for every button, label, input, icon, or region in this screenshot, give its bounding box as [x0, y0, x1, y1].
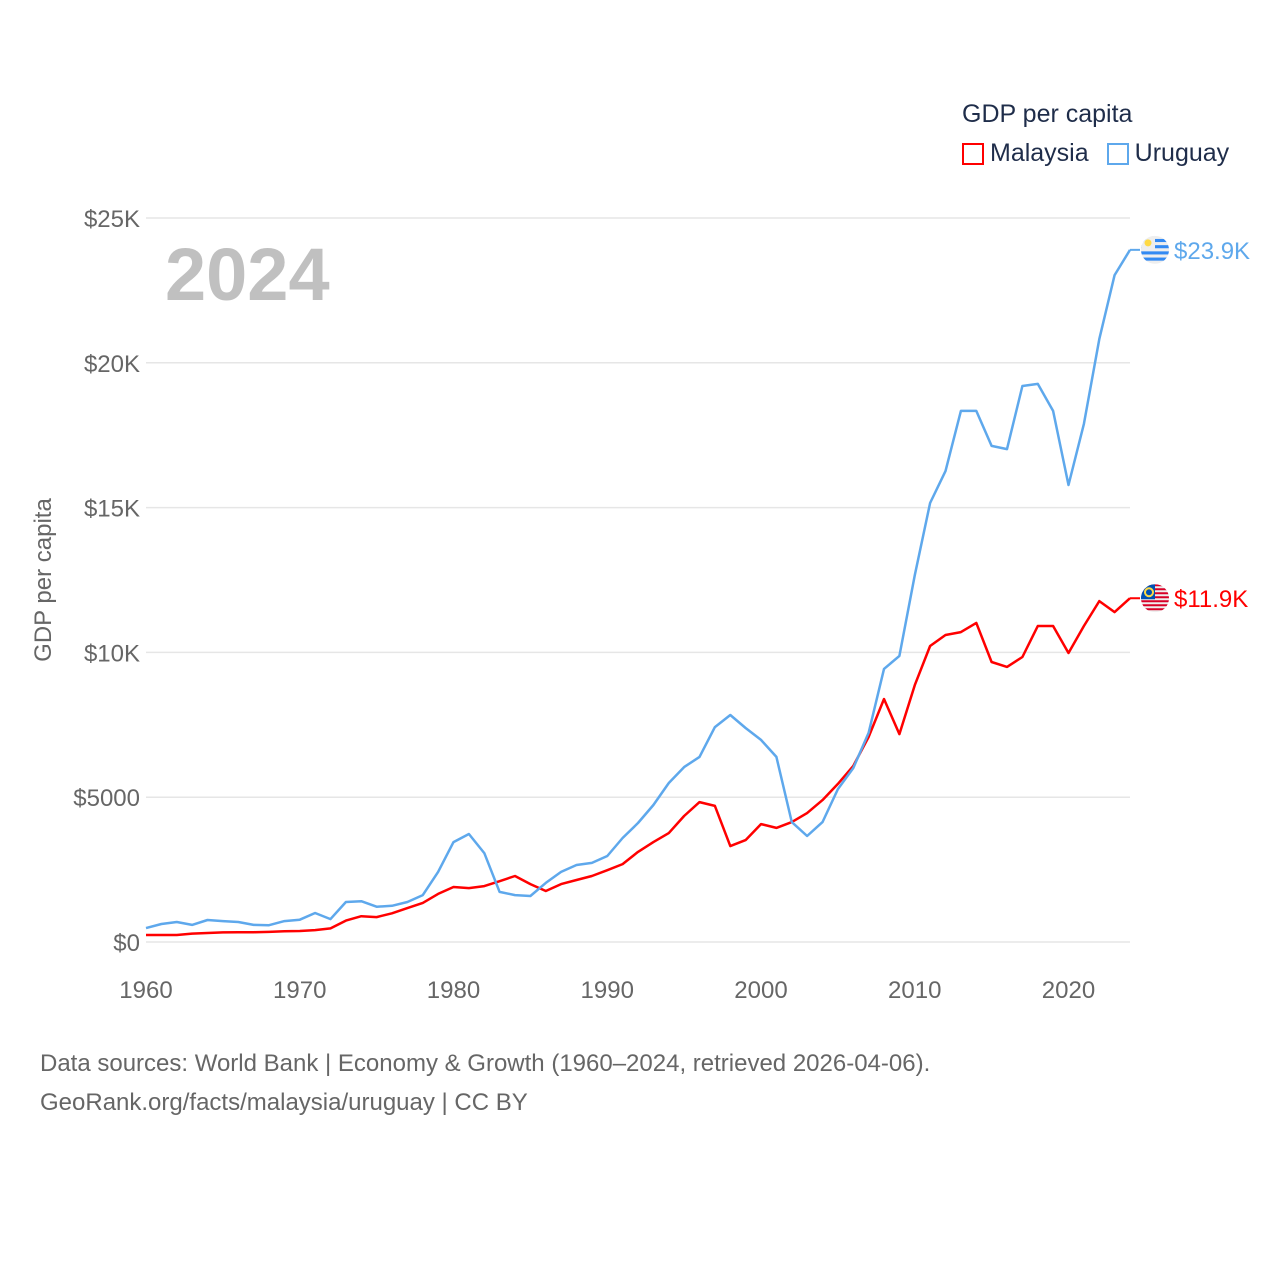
attribution-text: GeoRank.org/facts/malaysia/uruguay | CC … [40, 1089, 528, 1116]
end-value-label: $11.9K [1174, 586, 1248, 613]
x-tick-label: 1960 [119, 977, 172, 1004]
flag-stripe [1141, 257, 1169, 261]
y-tick-label: $20K [84, 351, 140, 378]
flag-stripe [1141, 608, 1169, 611]
legend-title: GDP per capita [962, 100, 1133, 128]
y-tick-label: $15K [84, 496, 140, 523]
legend-item-malaysia[interactable]: Malaysia [962, 139, 1089, 168]
x-tick-label: 2010 [888, 977, 941, 1004]
series-lines [145, 249, 1132, 937]
end-labels: $11.9K $23.9K [1130, 235, 1250, 613]
x-tick-label: 2000 [734, 977, 787, 1004]
x-tick-label: 1970 [273, 977, 326, 1004]
uruguay-flag-icon [1141, 235, 1169, 264]
x-tick-label: 1990 [581, 977, 634, 1004]
flag-stripe [1141, 251, 1169, 255]
sun-icon [1144, 239, 1152, 247]
end-value-label: $23.9K [1174, 238, 1250, 265]
legend-swatch-uruguay [1106, 142, 1129, 165]
legend: GDP per capita Malaysia Uruguay [962, 100, 1229, 168]
legend-item-uruguay[interactable]: Uruguay [1106, 139, 1230, 168]
legend-label: Uruguay [1134, 139, 1230, 167]
x-axis-ticks: 1960 1970 1980 1990 2000 2010 2020 [119, 977, 1095, 1004]
malaysia-flag-icon [1141, 584, 1169, 613]
series-line-malaysia [146, 597, 1131, 937]
x-tick-label: 1980 [427, 977, 480, 1004]
flag-stripe [1141, 604, 1169, 607]
footer: Data sources: World Bank | Economy & Gro… [40, 1044, 930, 1122]
y-tick-label: $0 [113, 930, 140, 957]
y-axis-label: GDP per capita [30, 498, 57, 662]
crescent-icon [1144, 587, 1154, 598]
flag-body [1141, 584, 1169, 613]
year-watermark: 2024 [165, 233, 330, 316]
flag-stripe [1141, 600, 1169, 603]
y-tick-label: $10K [84, 640, 140, 667]
gridlines [146, 217, 1130, 943]
flag-body [1141, 235, 1169, 264]
legend-label: Malaysia [990, 139, 1089, 167]
y-axis-ticks: $0 $5000 $10K $15K $20K $25K [73, 206, 140, 957]
y-tick-label: $5000 [73, 785, 140, 812]
series-line-uruguay [145, 249, 1132, 930]
legend-swatch-malaysia [962, 142, 984, 165]
y-tick-label: $25K [84, 206, 140, 233]
data-source-text: Data sources: World Bank | Economy & Gro… [40, 1050, 931, 1077]
x-tick-label: 2020 [1042, 977, 1095, 1004]
